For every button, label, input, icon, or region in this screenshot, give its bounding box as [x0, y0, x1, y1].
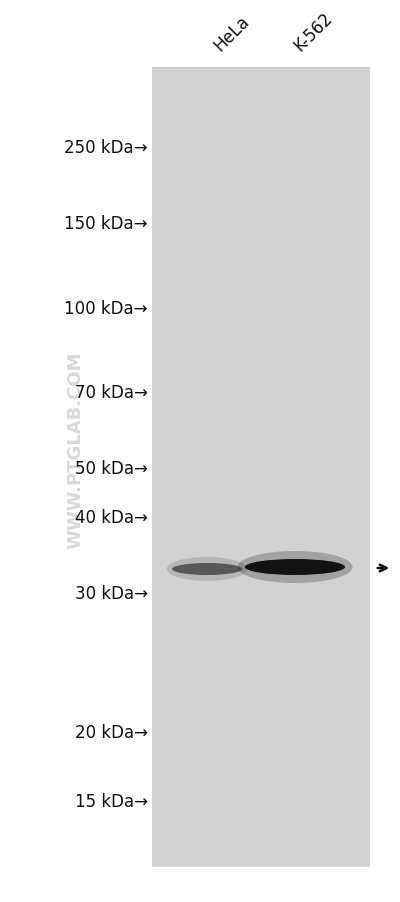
- Text: HeLa: HeLa: [210, 13, 252, 55]
- Ellipse shape: [245, 559, 345, 575]
- Text: 70 kDa→: 70 kDa→: [75, 383, 148, 401]
- Text: 100 kDa→: 100 kDa→: [64, 299, 148, 318]
- Text: WWW.PTGLAB.COM: WWW.PTGLAB.COM: [66, 351, 84, 548]
- Text: K-562: K-562: [290, 9, 336, 55]
- Text: 250 kDa→: 250 kDa→: [64, 139, 148, 157]
- Text: 50 kDa→: 50 kDa→: [75, 459, 148, 477]
- Text: 40 kDa→: 40 kDa→: [75, 509, 148, 527]
- Text: 20 kDa→: 20 kDa→: [75, 723, 148, 741]
- Ellipse shape: [172, 564, 242, 575]
- Text: 30 kDa→: 30 kDa→: [75, 584, 148, 603]
- Text: 15 kDa→: 15 kDa→: [75, 792, 148, 810]
- Ellipse shape: [167, 557, 247, 582]
- Text: 150 kDa→: 150 kDa→: [64, 215, 148, 233]
- Bar: [152, 68, 370, 867]
- Ellipse shape: [238, 551, 352, 584]
- Bar: [152, 68, 250, 867]
